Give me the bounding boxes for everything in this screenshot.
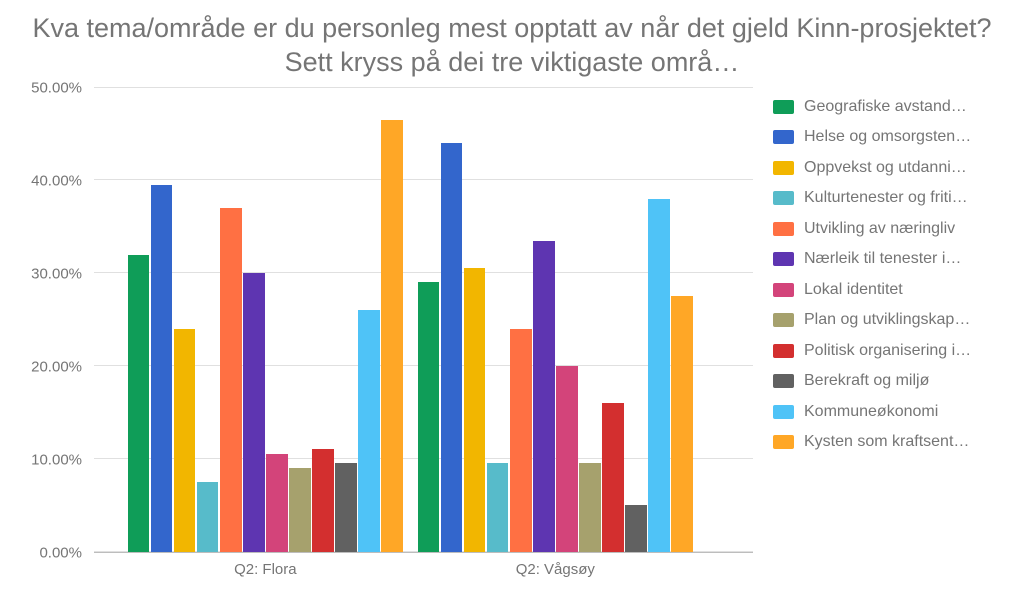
chart-title: Kva tema/område er du personleg mest opp… [16, 12, 1008, 80]
legend-swatch [773, 252, 794, 266]
bar [128, 255, 150, 552]
bar [441, 143, 463, 551]
legend-label: Oppvekst og utdanni… [804, 159, 967, 177]
legend-swatch [773, 374, 794, 388]
y-axis: 0.00%10.00%20.00%30.00%40.00%50.00% [16, 88, 88, 553]
bar [174, 329, 196, 552]
y-tick-label: 50.00% [31, 79, 82, 96]
plot-region: 0.00%10.00%20.00%30.00%40.00%50.00% Q2: … [16, 88, 753, 593]
bar [335, 463, 357, 551]
bar [533, 241, 555, 552]
bar-group [127, 88, 404, 552]
bar-group [417, 88, 694, 552]
y-tick-label: 40.00% [31, 172, 82, 189]
legend-swatch [773, 405, 794, 419]
legend-swatch [773, 313, 794, 327]
legend-item: Politisk organisering i… [773, 342, 1008, 360]
legend-item: Kysten som kraftsent… [773, 433, 1008, 451]
legend-label: Kommuneøkonomi [804, 403, 938, 421]
bar [648, 199, 670, 552]
legend-item: Geografiske avstand… [773, 98, 1008, 116]
legend-item: Nærleik til tenester i… [773, 250, 1008, 268]
chart-container: Kva tema/område er du personleg mest opp… [0, 0, 1024, 615]
bar [464, 268, 486, 551]
legend-swatch [773, 161, 794, 175]
bar [266, 454, 288, 551]
legend-item: Oppvekst og utdanni… [773, 159, 1008, 177]
legend-item: Utvikling av næringliv [773, 220, 1008, 238]
legend-item: Berekraft og miljø [773, 372, 1008, 390]
bar [289, 468, 311, 552]
bar [151, 185, 173, 552]
legend-label: Nærleik til tenester i… [804, 250, 961, 268]
legend-label: Kulturtenester og friti… [804, 189, 968, 207]
bar [510, 329, 532, 552]
legend-label: Geografiske avstand… [804, 98, 967, 116]
chart-body: 0.00%10.00%20.00%30.00%40.00%50.00% Q2: … [16, 88, 1008, 593]
bar [556, 366, 578, 552]
bar [358, 310, 380, 551]
bar [671, 296, 693, 551]
y-tick-label: 20.00% [31, 358, 82, 375]
bar [418, 282, 440, 551]
y-tick-label: 30.00% [31, 265, 82, 282]
bar [243, 273, 265, 551]
legend-label: Utvikling av næringliv [804, 220, 955, 238]
y-tick-label: 0.00% [39, 544, 82, 561]
bar [220, 208, 242, 551]
x-axis: Q2: Flora Q2: Vågsøy [94, 553, 753, 593]
bar [487, 463, 509, 551]
bar [381, 120, 403, 552]
legend-swatch [773, 222, 794, 236]
bar [625, 505, 647, 551]
legend-swatch [773, 100, 794, 114]
bar [602, 403, 624, 551]
legend-label: Helse og omsorgsten… [804, 128, 971, 146]
legend-item: Helse og omsorgsten… [773, 128, 1008, 146]
legend-label: Politisk organisering i… [804, 342, 971, 360]
legend-swatch [773, 344, 794, 358]
x-category-label: Q2: Vågsøy [516, 561, 595, 578]
x-category-label: Q2: Flora [234, 561, 297, 578]
bar [312, 449, 334, 551]
legend-swatch [773, 283, 794, 297]
legend-swatch [773, 191, 794, 205]
legend-label: Plan og utviklingskap… [804, 311, 970, 329]
bar [579, 463, 601, 551]
legend-item: Kulturtenester og friti… [773, 189, 1008, 207]
legend-swatch [773, 435, 794, 449]
y-tick-label: 10.00% [31, 451, 82, 468]
legend-item: Plan og utviklingskap… [773, 311, 1008, 329]
legend-label: Kysten som kraftsent… [804, 433, 969, 451]
legend: Geografiske avstand… Helse og omsorgsten…… [753, 88, 1008, 593]
legend-swatch [773, 130, 794, 144]
bar [197, 482, 219, 552]
legend-item: Kommuneøkonomi [773, 403, 1008, 421]
legend-item: Lokal identitet [773, 281, 1008, 299]
legend-label: Berekraft og miljø [804, 372, 929, 390]
plot-area [94, 88, 753, 553]
legend-label: Lokal identitet [804, 281, 903, 299]
